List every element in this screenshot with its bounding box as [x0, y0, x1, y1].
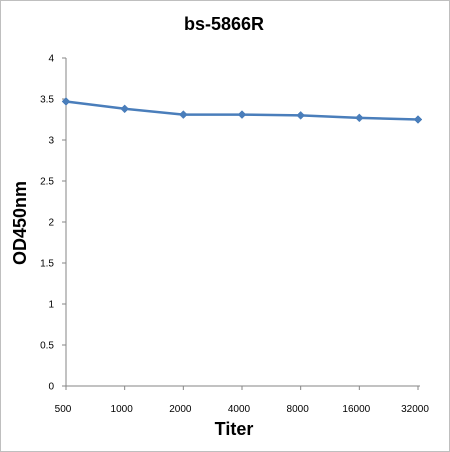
x-tick-label: 500: [55, 404, 72, 415]
y-tick-label: 3: [48, 136, 54, 147]
y-tick-label: 3.5: [40, 95, 54, 106]
x-tick-label: 4000: [228, 404, 251, 415]
y-tick-label: 4: [48, 54, 54, 65]
chart-title: bs-5866R: [184, 14, 264, 34]
data-point-marker: [237, 110, 247, 119]
data-point-marker: [413, 115, 423, 124]
y-tick-label: 0: [48, 382, 54, 393]
y-tick-label: 1: [48, 300, 54, 311]
x-tick-label: 16000: [342, 404, 370, 415]
data-point-marker: [178, 110, 188, 119]
data-point-marker: [354, 113, 364, 123]
x-tick-label: 1000: [111, 404, 134, 415]
y-tick-label: 0.5: [40, 341, 54, 352]
x-tick-label: 2000: [169, 404, 192, 415]
y-axis-title: OD450nm: [10, 181, 30, 265]
x-tick-label: 8000: [287, 404, 310, 415]
y-axis-ticks: 0 0.5 1 1.5 2 2.5 3 3.5 4: [40, 54, 66, 393]
y-tick-label: 2: [48, 218, 54, 229]
x-tick-label: 32000: [401, 404, 429, 415]
y-tick-label: 2.5: [40, 177, 54, 188]
x-axis-title: Titer: [215, 419, 254, 439]
data-point-marker: [61, 97, 71, 106]
y-tick-label: 1.5: [40, 259, 54, 270]
data-point-marker: [120, 104, 130, 114]
data-point-marker: [296, 111, 306, 120]
x-axis-ticks: 500 1000 2000 4000 8000 16000 32000: [55, 386, 429, 415]
series-layer: [61, 97, 423, 124]
